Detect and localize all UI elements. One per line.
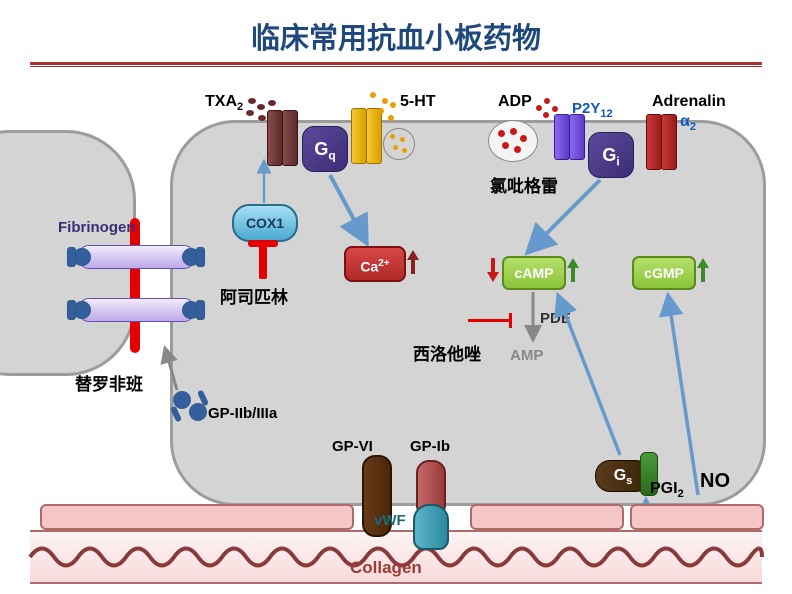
- 5ht-dot-icon: [390, 102, 396, 108]
- endothelium-cell: [40, 504, 354, 530]
- alpha2-receptor-icon: [646, 114, 662, 170]
- camp-box: cAMP: [502, 256, 566, 290]
- tirofiban-bar-icon: [130, 218, 140, 353]
- alpha2-receptor-icon: [661, 114, 677, 170]
- amp-label: AMP: [510, 347, 543, 364]
- adrenalin-label: Adrenalin: [652, 93, 726, 111]
- cgmp-up-arrow-icon: [696, 256, 710, 284]
- gi-protein: Gi: [588, 132, 634, 178]
- p2y12-label: P2Y12: [572, 100, 613, 120]
- fibrinogen-strand: [78, 298, 195, 322]
- cilostazol-label: 西洛他唑: [413, 340, 481, 365]
- txa-dot-icon: [258, 115, 266, 121]
- gpiib-arrow: [155, 340, 185, 400]
- txa-dot-icon: [257, 104, 265, 110]
- gs-to-camp-arrow: [550, 290, 640, 460]
- adp-dot-icon: [498, 130, 505, 137]
- gq-protein: Gq: [302, 126, 348, 172]
- endothelium-cell: [630, 504, 764, 530]
- gq-to-ca-arrow: [320, 170, 390, 250]
- ca2-box: Ca2+: [344, 246, 406, 282]
- tirofiban-label: 替罗非班: [75, 370, 143, 395]
- fibrinogen-label: Fibrinogen: [58, 219, 136, 236]
- cilostazol-inhibitor-cap: [509, 313, 512, 328]
- no-label: NO: [700, 470, 730, 493]
- 5ht-dot-icon: [400, 137, 405, 142]
- vwf-protein-icon: [413, 504, 449, 550]
- gpvi-label: GP-VI: [332, 438, 373, 455]
- aspirin-inhibitor-stem: [259, 243, 267, 279]
- alpha2-label: α2: [680, 113, 696, 133]
- fibrinogen-strand: [78, 245, 195, 269]
- 5ht-dot-icon: [393, 145, 398, 150]
- 5ht-dot-icon: [378, 108, 384, 114]
- 5ht-label: 5-HT: [400, 93, 436, 111]
- camp-down-arrow-icon: [486, 256, 500, 284]
- adp-dot-icon: [510, 128, 517, 135]
- txa2-receptor-icon: [282, 110, 298, 166]
- title-rule-thick: [30, 62, 762, 65]
- gpiib-stem-icon: [67, 247, 76, 267]
- page-title: 临床常用抗血小板药物: [0, 15, 792, 57]
- adp-dot-icon: [552, 106, 558, 112]
- adp-dot-icon: [544, 98, 550, 104]
- cgmp-box: cGMP: [632, 256, 696, 290]
- aspirin-inhibitor-cap: [248, 240, 278, 247]
- 5ht-vesicle-icon: [383, 128, 415, 160]
- collagen-label: Collagen: [350, 558, 422, 578]
- pgi2-label: PGI2: [650, 480, 684, 500]
- 5ht-dot-icon: [370, 92, 376, 98]
- gpiibiiia-label: GP-IIb/IIIa: [208, 405, 277, 422]
- p2y12-receptor-icon: [554, 114, 570, 160]
- gpiib-stem-icon: [196, 247, 205, 267]
- slide: 临床常用抗血小板药物 Fibrinogen 替罗非班 GP-IIb/IIIa T…: [0, 0, 792, 594]
- vwf-label: vWF: [374, 512, 406, 529]
- cox1-box: COX1: [232, 204, 298, 242]
- txa-dot-icon: [268, 100, 276, 106]
- no-to-cgmp-arrow: [660, 290, 710, 500]
- adp-dot-icon: [514, 146, 521, 153]
- 5ht-dot-icon: [382, 98, 388, 104]
- 5ht-receptor-icon: [366, 108, 382, 164]
- adp-dot-icon: [520, 135, 527, 142]
- txa-dot-icon: [248, 98, 256, 104]
- p2y12-receptor-icon: [569, 114, 585, 160]
- adp-dot-icon: [536, 105, 542, 111]
- cox-to-txa-arrow: [258, 155, 278, 205]
- txa2-label: TXA2: [205, 93, 243, 113]
- adp-dot-icon: [502, 142, 509, 149]
- adp-vesicle-icon: [488, 120, 538, 162]
- aspirin-label: 阿司匹林: [220, 283, 288, 308]
- gpib-label: GP-Ib: [410, 438, 450, 455]
- 5ht-receptor-icon: [351, 108, 367, 164]
- adp-label: ADP: [498, 93, 532, 111]
- 5ht-dot-icon: [390, 134, 395, 139]
- endothelium-cell: [470, 504, 624, 530]
- adp-dot-icon: [543, 112, 549, 118]
- gpiib-stem-icon: [67, 300, 76, 320]
- camp-up-arrow-icon: [566, 256, 580, 284]
- txa-dot-icon: [246, 110, 254, 116]
- cilostazol-inhibitor-stem: [468, 319, 512, 322]
- title-rule-thin: [30, 66, 762, 67]
- ca-up-arrow-icon: [406, 248, 420, 276]
- 5ht-dot-icon: [402, 148, 407, 153]
- gpiib-stem-icon: [196, 300, 205, 320]
- gi-to-camp-arrow: [520, 175, 640, 265]
- 5ht-dot-icon: [388, 115, 394, 121]
